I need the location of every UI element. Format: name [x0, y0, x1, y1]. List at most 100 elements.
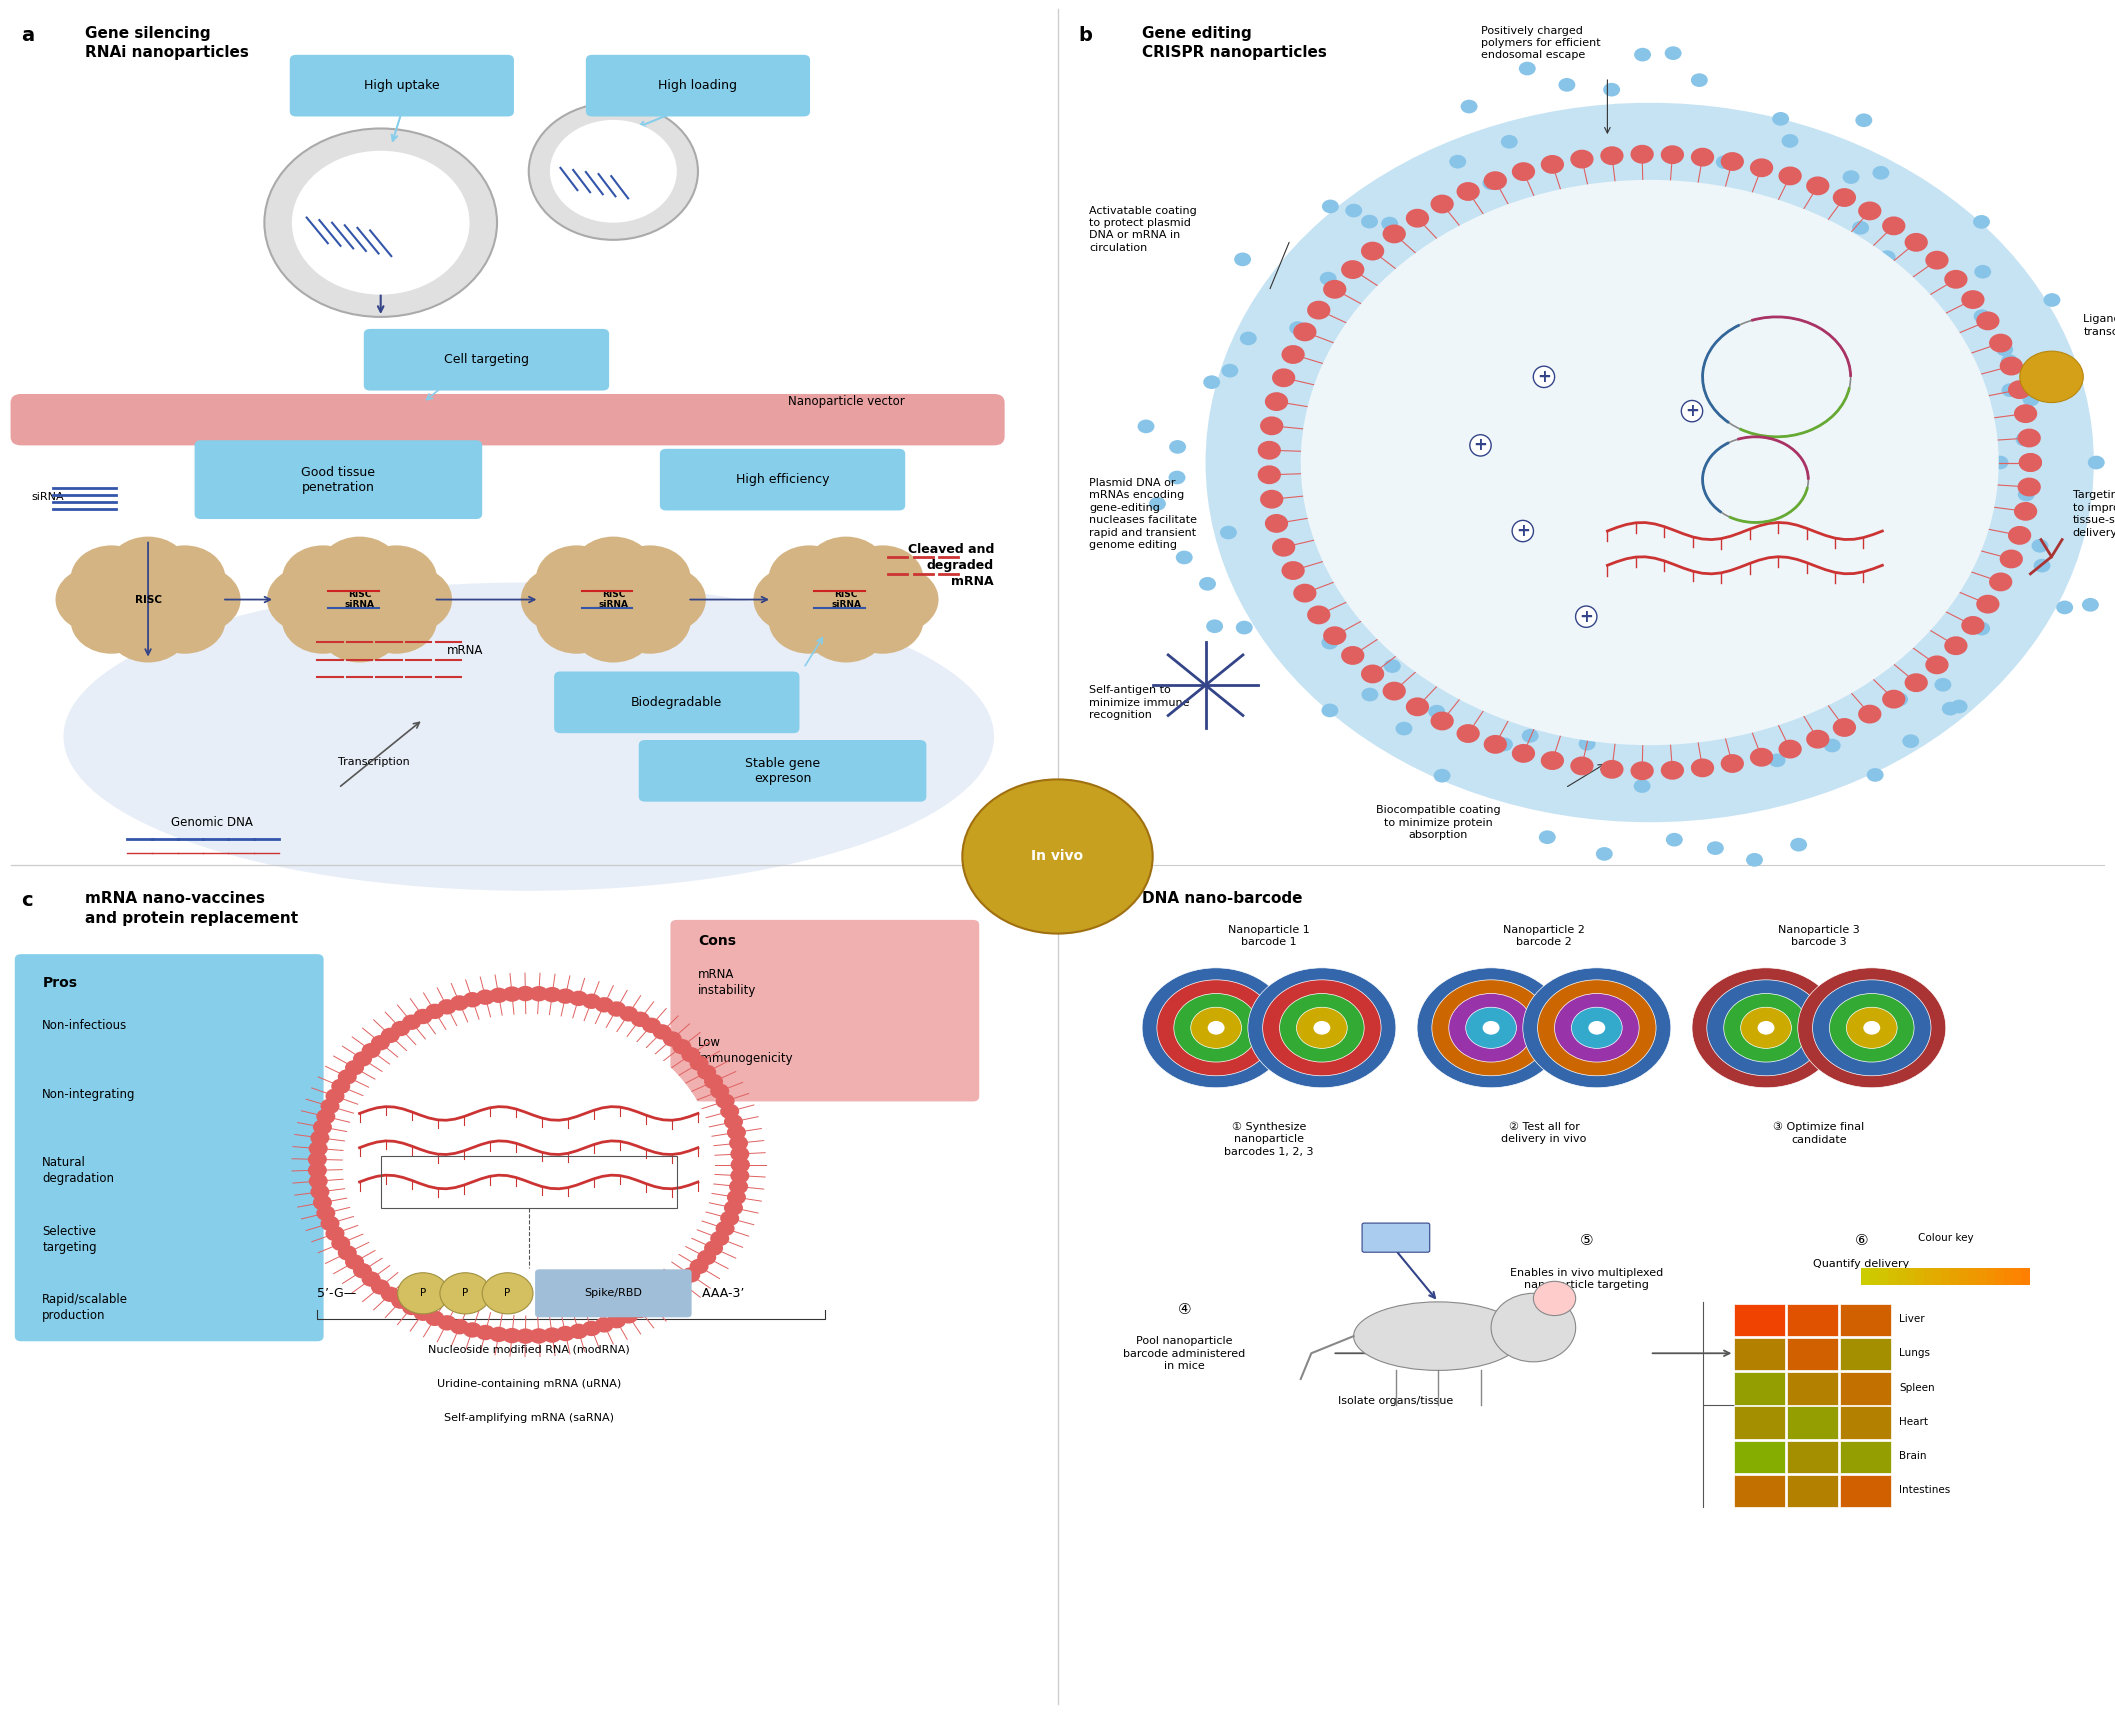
- Circle shape: [2020, 456, 2037, 469]
- Circle shape: [1301, 180, 1999, 745]
- Circle shape: [1307, 605, 1330, 624]
- Text: Nanoparticle 2
barcode 2: Nanoparticle 2 barcode 2: [1504, 925, 1584, 947]
- Bar: [2022, 1268, 2030, 1285]
- Bar: [381, 1156, 677, 1208]
- Circle shape: [55, 567, 137, 632]
- Circle shape: [1882, 690, 1906, 709]
- Ellipse shape: [63, 582, 994, 891]
- Bar: [1978, 1268, 1986, 1285]
- Circle shape: [1468, 91, 1485, 104]
- Circle shape: [1988, 334, 2011, 353]
- Text: Nanoparticle 3
barcode 3: Nanoparticle 3 barcode 3: [1779, 925, 1859, 947]
- Circle shape: [1280, 685, 1296, 699]
- Bar: [1840, 1338, 1891, 1370]
- Circle shape: [1925, 726, 1942, 740]
- Text: a: a: [21, 26, 34, 45]
- Circle shape: [704, 1240, 723, 1256]
- Circle shape: [1457, 725, 1480, 743]
- Circle shape: [476, 990, 495, 1006]
- Circle shape: [1271, 368, 1294, 387]
- Circle shape: [1813, 980, 1931, 1076]
- Circle shape: [1540, 154, 1563, 173]
- Circle shape: [1631, 761, 1654, 779]
- Circle shape: [332, 1235, 351, 1250]
- Circle shape: [1208, 1021, 1225, 1035]
- Text: ④: ④: [1178, 1302, 1191, 1317]
- Circle shape: [689, 1259, 709, 1274]
- Circle shape: [962, 779, 1153, 934]
- Text: Intestines: Intestines: [1899, 1485, 1950, 1495]
- FancyBboxPatch shape: [195, 440, 482, 519]
- Circle shape: [415, 1009, 434, 1024]
- Circle shape: [313, 1196, 332, 1211]
- Circle shape: [723, 1113, 742, 1129]
- Circle shape: [1142, 968, 1290, 1088]
- Circle shape: [1859, 704, 1882, 723]
- Circle shape: [326, 1227, 345, 1242]
- Circle shape: [1779, 166, 1802, 185]
- FancyBboxPatch shape: [15, 954, 324, 1341]
- Bar: [1787, 1338, 1838, 1370]
- Text: +: +: [1580, 608, 1593, 625]
- Text: High efficiency: High efficiency: [736, 473, 829, 486]
- Circle shape: [681, 1268, 700, 1283]
- Text: Nanoparticle 1
barcode 1: Nanoparticle 1 barcode 1: [1229, 925, 1309, 947]
- Circle shape: [1390, 791, 1406, 805]
- Circle shape: [662, 1031, 681, 1047]
- Circle shape: [607, 1002, 626, 1018]
- Text: Low
immunogenicity: Low immunogenicity: [698, 1036, 793, 1065]
- Circle shape: [630, 1012, 649, 1028]
- Circle shape: [1859, 202, 1882, 221]
- Bar: [1840, 1372, 1891, 1405]
- Circle shape: [535, 588, 618, 654]
- Bar: [1870, 1268, 1878, 1285]
- Circle shape: [1157, 980, 1275, 1076]
- Circle shape: [1261, 416, 1284, 435]
- Circle shape: [476, 1324, 495, 1340]
- Circle shape: [1506, 774, 1523, 788]
- Circle shape: [1707, 980, 1825, 1076]
- Circle shape: [370, 1280, 389, 1295]
- Text: AAA-3’: AAA-3’: [698, 1286, 744, 1300]
- Circle shape: [1798, 968, 1946, 1088]
- Circle shape: [317, 1108, 336, 1124]
- Circle shape: [1290, 264, 1307, 278]
- Circle shape: [1948, 180, 1965, 194]
- Circle shape: [1722, 754, 1745, 773]
- Text: Natural
degradation: Natural degradation: [42, 1156, 114, 1185]
- Circle shape: [529, 1328, 548, 1343]
- Circle shape: [1360, 665, 1383, 683]
- Circle shape: [1417, 968, 1565, 1088]
- Circle shape: [1925, 656, 1948, 675]
- Bar: [1906, 1268, 1914, 1285]
- Circle shape: [1292, 322, 1316, 341]
- Circle shape: [1745, 176, 1762, 190]
- Circle shape: [1271, 538, 1294, 557]
- Text: Lungs: Lungs: [1899, 1348, 1931, 1358]
- Circle shape: [1212, 442, 1229, 456]
- Circle shape: [594, 1317, 613, 1333]
- Text: RISC: RISC: [135, 594, 161, 605]
- Circle shape: [1341, 260, 1364, 279]
- Circle shape: [1383, 682, 1406, 701]
- Circle shape: [1406, 697, 1430, 716]
- Circle shape: [1635, 60, 1652, 74]
- Circle shape: [1863, 1021, 1880, 1035]
- Circle shape: [529, 103, 698, 240]
- Circle shape: [1988, 572, 2011, 591]
- Circle shape: [1191, 1007, 1242, 1048]
- Circle shape: [370, 567, 453, 632]
- Circle shape: [482, 1273, 533, 1314]
- Circle shape: [1523, 968, 1671, 1088]
- Bar: [1878, 1268, 1889, 1285]
- Text: +: +: [1686, 403, 1698, 420]
- Circle shape: [311, 1131, 330, 1146]
- Bar: [1734, 1406, 1785, 1439]
- Circle shape: [1906, 233, 1929, 252]
- Circle shape: [309, 1151, 328, 1167]
- Circle shape: [1690, 147, 1713, 166]
- Circle shape: [1597, 735, 1614, 749]
- Circle shape: [768, 588, 850, 654]
- Circle shape: [715, 1093, 734, 1108]
- Circle shape: [144, 588, 226, 654]
